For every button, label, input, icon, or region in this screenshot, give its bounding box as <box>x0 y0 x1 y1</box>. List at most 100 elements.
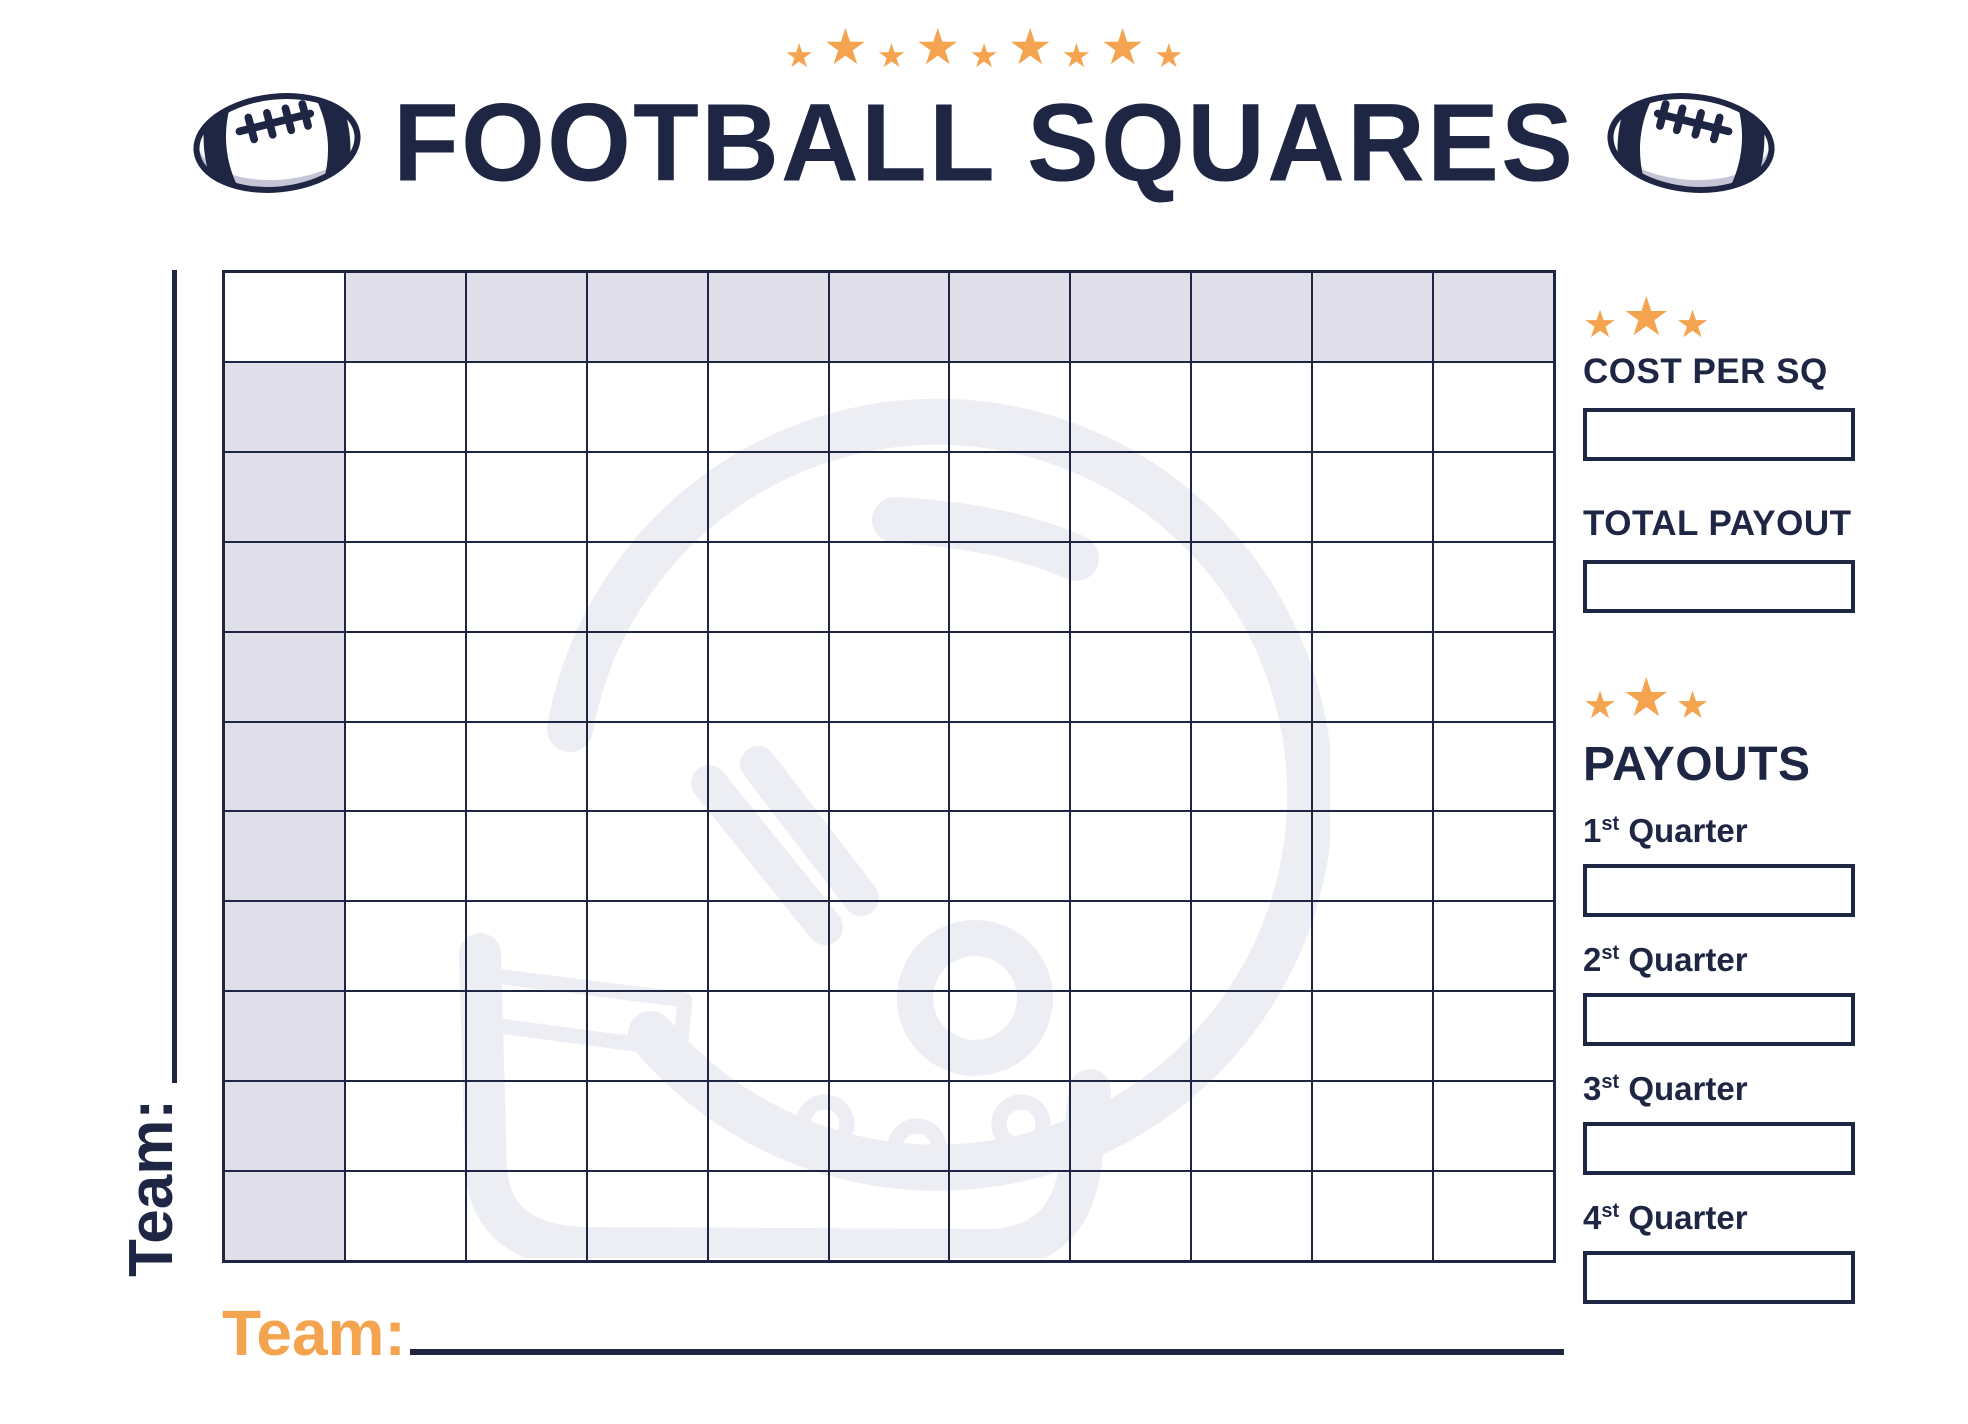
grid-row-header-cell[interactable] <box>224 811 345 902</box>
grid-cell[interactable] <box>1070 541 1192 632</box>
grid-cell[interactable] <box>949 631 1071 722</box>
grid-cell[interactable] <box>586 451 708 542</box>
grid-cell[interactable] <box>828 361 950 452</box>
grid-column-header-cell[interactable] <box>1191 272 1313 362</box>
grid-row-header-cell[interactable] <box>224 901 345 992</box>
grid-cell[interactable] <box>465 361 587 452</box>
grid-cell[interactable] <box>1191 451 1313 542</box>
grid-cell[interactable] <box>828 991 950 1082</box>
grid-cell[interactable] <box>344 721 466 812</box>
grid-column-header-cell[interactable] <box>465 272 587 362</box>
grid-row-header-cell[interactable] <box>224 1081 345 1172</box>
team-bottom-line[interactable] <box>410 1349 1564 1355</box>
grid-cell[interactable] <box>1191 901 1313 992</box>
grid-cell[interactable] <box>1070 451 1192 542</box>
grid-cell[interactable] <box>828 1081 950 1172</box>
grid-cell[interactable] <box>586 721 708 812</box>
grid-cell[interactable] <box>1191 991 1313 1082</box>
grid-cell[interactable] <box>828 1171 950 1261</box>
grid-cell[interactable] <box>586 361 708 452</box>
grid-cell[interactable] <box>1312 631 1434 722</box>
grid-cell[interactable] <box>586 1081 708 1172</box>
grid-cell[interactable] <box>344 541 466 632</box>
quarter-payout-input[interactable] <box>1583 864 1855 917</box>
grid-cell[interactable] <box>1070 811 1192 902</box>
grid-column-header-cell[interactable] <box>344 272 466 362</box>
grid-cell[interactable] <box>949 541 1071 632</box>
grid-cell[interactable] <box>707 361 829 452</box>
grid-cell[interactable] <box>1191 541 1313 632</box>
grid-cell[interactable] <box>1070 631 1192 722</box>
grid-cell[interactable] <box>465 1171 587 1261</box>
grid-cell[interactable] <box>828 631 950 722</box>
grid-cell[interactable] <box>949 901 1071 992</box>
grid-cell[interactable] <box>949 1171 1071 1261</box>
total-payout-input[interactable] <box>1583 560 1855 613</box>
grid-cell[interactable] <box>707 541 829 632</box>
grid-row-header-cell[interactable] <box>224 991 345 1082</box>
grid-cell[interactable] <box>465 631 587 722</box>
grid-cell[interactable] <box>344 361 466 452</box>
grid-cell[interactable] <box>828 541 950 632</box>
grid-cell[interactable] <box>1070 1081 1192 1172</box>
cost-per-sq-input[interactable] <box>1583 408 1855 461</box>
quarter-payout-input[interactable] <box>1583 1251 1855 1304</box>
grid-cell[interactable] <box>1312 451 1434 542</box>
grid-cell[interactable] <box>828 901 950 992</box>
grid-cell[interactable] <box>1433 721 1554 812</box>
grid-cell[interactable] <box>1312 1171 1434 1261</box>
grid-row-header-cell[interactable] <box>224 541 345 632</box>
grid-cell[interactable] <box>1191 1081 1313 1172</box>
grid-cell[interactable] <box>465 901 587 992</box>
grid-cell[interactable] <box>828 721 950 812</box>
grid-cell[interactable] <box>949 451 1071 542</box>
grid-corner-cell[interactable] <box>224 272 345 362</box>
grid-cell[interactable] <box>344 901 466 992</box>
grid-row-header-cell[interactable] <box>224 361 345 452</box>
grid-cell[interactable] <box>1070 721 1192 812</box>
grid-column-header-cell[interactable] <box>1312 272 1434 362</box>
grid-cell[interactable] <box>707 1081 829 1172</box>
grid-cell[interactable] <box>1312 991 1434 1082</box>
grid-cell[interactable] <box>949 721 1071 812</box>
grid-cell[interactable] <box>344 1171 466 1261</box>
grid-cell[interactable] <box>586 991 708 1082</box>
grid-cell[interactable] <box>465 721 587 812</box>
grid-column-header-cell[interactable] <box>1070 272 1192 362</box>
team-left-line[interactable] <box>172 270 177 1083</box>
grid-cell[interactable] <box>1070 901 1192 992</box>
grid-cell[interactable] <box>465 451 587 542</box>
grid-cell[interactable] <box>707 1171 829 1261</box>
grid-cell[interactable] <box>586 901 708 992</box>
grid-cell[interactable] <box>586 541 708 632</box>
grid-cell[interactable] <box>344 1081 466 1172</box>
grid-cell[interactable] <box>586 811 708 902</box>
grid-cell[interactable] <box>1433 451 1554 542</box>
grid-cell[interactable] <box>707 991 829 1082</box>
grid-cell[interactable] <box>1433 1171 1554 1261</box>
quarter-payout-input[interactable] <box>1583 993 1855 1046</box>
grid-cell[interactable] <box>1433 991 1554 1082</box>
grid-cell[interactable] <box>1070 361 1192 452</box>
grid-cell[interactable] <box>707 901 829 992</box>
grid-column-header-cell[interactable] <box>828 272 950 362</box>
grid-cell[interactable] <box>707 811 829 902</box>
grid-cell[interactable] <box>1191 811 1313 902</box>
grid-cell[interactable] <box>828 811 950 902</box>
grid-cell[interactable] <box>1191 1171 1313 1261</box>
grid-column-header-cell[interactable] <box>707 272 829 362</box>
grid-column-header-cell[interactable] <box>1433 272 1554 362</box>
grid-cell[interactable] <box>1312 1081 1434 1172</box>
grid-cell[interactable] <box>949 361 1071 452</box>
grid-cell[interactable] <box>465 991 587 1082</box>
grid-cell[interactable] <box>1070 991 1192 1082</box>
grid-cell[interactable] <box>465 1081 587 1172</box>
grid-cell[interactable] <box>1433 631 1554 722</box>
grid-cell[interactable] <box>1312 721 1434 812</box>
grid-cell[interactable] <box>344 451 466 542</box>
grid-cell[interactable] <box>1312 541 1434 632</box>
grid-cell[interactable] <box>707 631 829 722</box>
grid-cell[interactable] <box>1433 1081 1554 1172</box>
grid-cell[interactable] <box>1433 811 1554 902</box>
grid-column-header-cell[interactable] <box>586 272 708 362</box>
